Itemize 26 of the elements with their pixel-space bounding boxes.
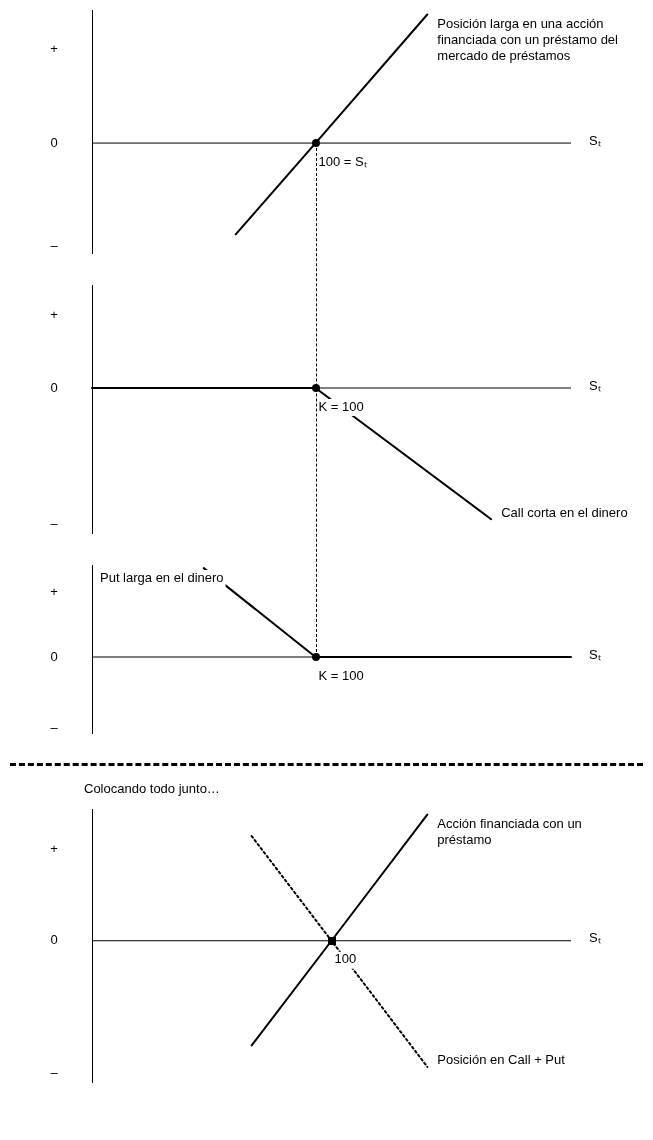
- annotation: 100: [334, 951, 357, 967]
- text: 0: [50, 648, 58, 664]
- x-axis-title: Sₜ: [589, 646, 601, 662]
- series-label: Acción financiada con un préstamo: [437, 816, 582, 848]
- annotation: 100 = Sₜ: [318, 153, 367, 169]
- x-axis-title: Sₜ: [589, 132, 601, 148]
- series-label: Call corta en el dinero: [501, 504, 628, 520]
- x-axis-title: Sₜ: [589, 377, 601, 393]
- text: 0: [50, 134, 58, 150]
- text: +: [50, 840, 58, 856]
- x-axis-title: Sₜ: [589, 930, 601, 946]
- series-label: Posición en Call + Put: [437, 1052, 566, 1068]
- text: +: [50, 41, 58, 57]
- series-label: Posición larga en una acción financiada con un préstamo del mercado de préstamos: [437, 16, 619, 64]
- text: 0: [50, 379, 58, 395]
- chart-title: Colocando todo junto…: [84, 781, 220, 797]
- text: K = 100: [318, 667, 364, 683]
- series-label: Put larga en el dinero: [100, 569, 224, 585]
- text: +: [50, 584, 58, 600]
- text: –: [50, 720, 59, 736]
- text: 0: [50, 932, 58, 948]
- text: –: [50, 515, 59, 531]
- annotation: K = 100: [318, 398, 364, 414]
- text: +: [50, 307, 58, 323]
- text: –: [50, 237, 59, 253]
- text: –: [50, 1065, 59, 1081]
